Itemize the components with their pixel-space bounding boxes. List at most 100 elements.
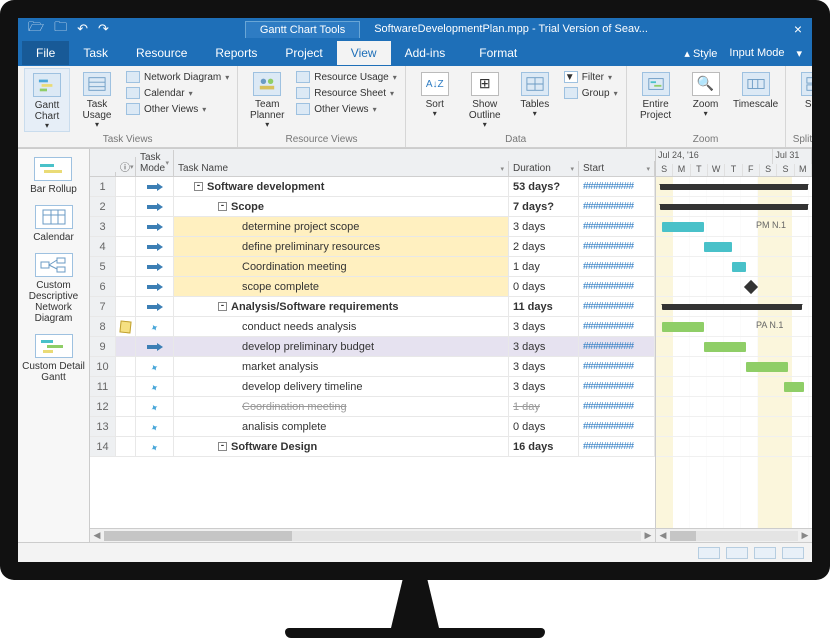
row-id[interactable]: 13 [90,417,116,436]
gantt-row[interactable] [656,377,812,397]
input-mode[interactable]: Input Mode [729,47,784,59]
grid-hscroll[interactable]: ◀ ▶ [90,528,655,542]
row-id[interactable]: 4 [90,237,116,256]
col-duration[interactable]: Duration [509,161,579,176]
row-id[interactable]: 6 [90,277,116,296]
sort-button[interactable]: A↓ZSort▾ [412,68,458,119]
tab-resource[interactable]: Resource [122,41,201,65]
task-mode-cell[interactable] [136,437,174,456]
gantt-row[interactable]: PM N.1 [656,217,812,237]
task-bar[interactable] [746,362,788,372]
tab-task[interactable]: Task [69,41,122,65]
start-cell[interactable]: ########## [579,297,655,316]
resource-sheet-button[interactable]: Resource Sheet [294,86,399,100]
view-calendar[interactable]: Calendar [31,203,76,245]
duration-cell[interactable]: 2 days [509,237,579,256]
tab-view[interactable]: View [337,41,391,65]
view-shortcut-icon[interactable] [698,547,720,559]
table-row[interactable]: 6 scope complete0 days########## [90,277,655,297]
row-id[interactable]: 1 [90,177,116,196]
scroll-right-icon[interactable]: ▶ [641,530,655,541]
task-name-cell[interactable]: -Scope [174,197,509,216]
entire-project-button[interactable]: Entire Project [633,68,679,121]
task-usage-button[interactable]: Task Usage▾ [74,68,120,130]
tab-file[interactable]: File [22,41,69,65]
table-row[interactable]: 13analisis complete0 days########## [90,417,655,437]
task-bar[interactable] [662,322,704,332]
start-cell[interactable]: ########## [579,277,655,296]
task-name-cell[interactable]: define preliminary resources [174,237,509,256]
style-toggle[interactable]: ▴ Style [684,47,717,60]
view-shortcut-icon[interactable] [726,547,748,559]
start-cell[interactable]: ########## [579,397,655,416]
resource-usage-button[interactable]: Resource Usage [294,70,399,84]
table-row[interactable]: 11develop delivery timeline3 days#######… [90,377,655,397]
network-diagram-button[interactable]: Network Diagram [124,70,231,84]
table-row[interactable]: 10market analysis3 days########## [90,357,655,377]
task-bar[interactable] [704,242,732,252]
duration-cell[interactable]: 0 days [509,417,579,436]
task-name-cell[interactable]: analisis complete [174,417,509,436]
other-resource-views-button[interactable]: Other Views [294,102,399,116]
task-mode-cell[interactable] [136,297,174,316]
row-id[interactable]: 3 [90,217,116,236]
timescale-button[interactable]: Timescale [733,68,779,110]
task-bar[interactable] [732,262,746,272]
table-row[interactable]: 9develop preliminary budget3 days#######… [90,337,655,357]
task-mode-cell[interactable] [136,397,174,416]
scroll-right-icon[interactable]: ▶ [798,530,812,541]
table-row[interactable]: 5 Coordination meeting1 day########## [90,257,655,277]
task-mode-cell[interactable] [136,317,174,336]
tab-reports[interactable]: Reports [201,41,271,65]
start-cell[interactable]: ########## [579,197,655,216]
gantt-row[interactable]: PA N.1 [656,317,812,337]
duration-cell[interactable]: 3 days [509,217,579,236]
duration-cell[interactable]: 1 day [509,257,579,276]
duration-cell[interactable]: 53 days? [509,177,579,196]
calendar-button[interactable]: Calendar [124,86,231,100]
gantt-row[interactable] [656,337,812,357]
task-mode-cell[interactable] [136,417,174,436]
table-row[interactable]: 1 -Software development53 days?########## [90,177,655,197]
col-indicators[interactable]: ⓘ [116,157,136,176]
gantt-row[interactable] [656,357,812,377]
task-name-cell[interactable]: -Analysis/Software requirements [174,297,509,316]
outline-toggle-icon[interactable]: - [194,182,203,191]
task-name-cell[interactable]: determine project scope [174,217,509,236]
col-task-mode[interactable]: Task Mode [136,150,174,176]
scroll-left-icon[interactable]: ◀ [90,530,104,541]
tables-button[interactable]: Tables▾ [512,68,558,119]
task-bar[interactable] [662,222,704,232]
show-outline-button[interactable]: ⊞Show Outline▾ [462,68,508,130]
gantt-body[interactable]: PM N.1 PA N.1 [656,177,812,528]
task-mode-cell[interactable] [136,377,174,396]
gantt-row[interactable] [656,437,812,457]
table-row[interactable]: 7-Analysis/Software requirements11 days#… [90,297,655,317]
start-cell[interactable]: ########## [579,257,655,276]
zoom-button[interactable]: 🔍Zoom▾ [683,68,729,119]
view-custom-detail-gantt[interactable]: Custom Detail Gantt [18,332,89,385]
row-id[interactable]: 5 [90,257,116,276]
row-id[interactable]: 8 [90,317,116,336]
outline-toggle-icon[interactable]: - [218,442,227,451]
task-name-cell[interactable]: Coordination meeting [174,257,509,276]
team-planner-button[interactable]: Team Planner▾ [244,68,290,130]
duration-cell[interactable]: 0 days [509,277,579,296]
task-mode-cell[interactable] [136,177,174,196]
summary-bar[interactable] [660,204,808,210]
task-bar[interactable] [784,382,804,392]
view-custom-network[interactable]: Custom Descriptive Network Diagram [18,251,89,326]
task-mode-cell[interactable] [136,257,174,276]
task-name-cell[interactable]: conduct needs analysis [174,317,509,336]
task-name-cell[interactable]: scope complete [174,277,509,296]
row-id[interactable]: 10 [90,357,116,376]
start-cell[interactable]: ########## [579,317,655,336]
other-views-button[interactable]: Other Views [124,102,231,116]
row-id[interactable]: 11 [90,377,116,396]
redo-icon[interactable]: ↷ [98,21,109,37]
col-start[interactable]: Start [579,161,655,176]
start-cell[interactable]: ########## [579,177,655,196]
timescale-header[interactable]: Jul 24, '16Jul 31 SMTWTFSSM [656,149,812,177]
outline-toggle-icon[interactable]: - [218,202,227,211]
task-name-cell[interactable]: -Software development [174,177,509,196]
